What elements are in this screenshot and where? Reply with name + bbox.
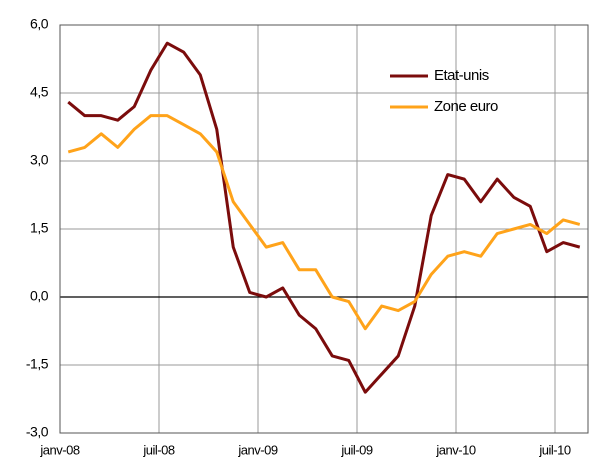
legend-label: Etat-unis (434, 67, 489, 84)
line-series (67, 41, 581, 394)
y-tick-label: 4,5 (30, 84, 49, 100)
x-tick-label: juil-10 (538, 442, 570, 457)
x-tick-label: juil-09 (340, 442, 372, 457)
y-tick-label: -3,0 (26, 424, 49, 440)
y-tick-label: 6,0 (30, 16, 49, 32)
y-tick-label: 3,0 (30, 152, 49, 168)
line-series (67, 114, 581, 331)
x-tick-label: juil-08 (142, 442, 174, 457)
x-tick-label: janv-10 (435, 442, 475, 457)
x-tick-label: janv-09 (237, 442, 277, 457)
legend-label: Zone euro (434, 98, 498, 115)
plot-frame (59, 24, 589, 434)
y-tick-label: 1,5 (30, 220, 49, 236)
x-tick-label: janv-08 (39, 442, 79, 457)
y-tick-label: 0,0 (30, 288, 49, 304)
y-tick-label: -1,5 (26, 356, 49, 372)
